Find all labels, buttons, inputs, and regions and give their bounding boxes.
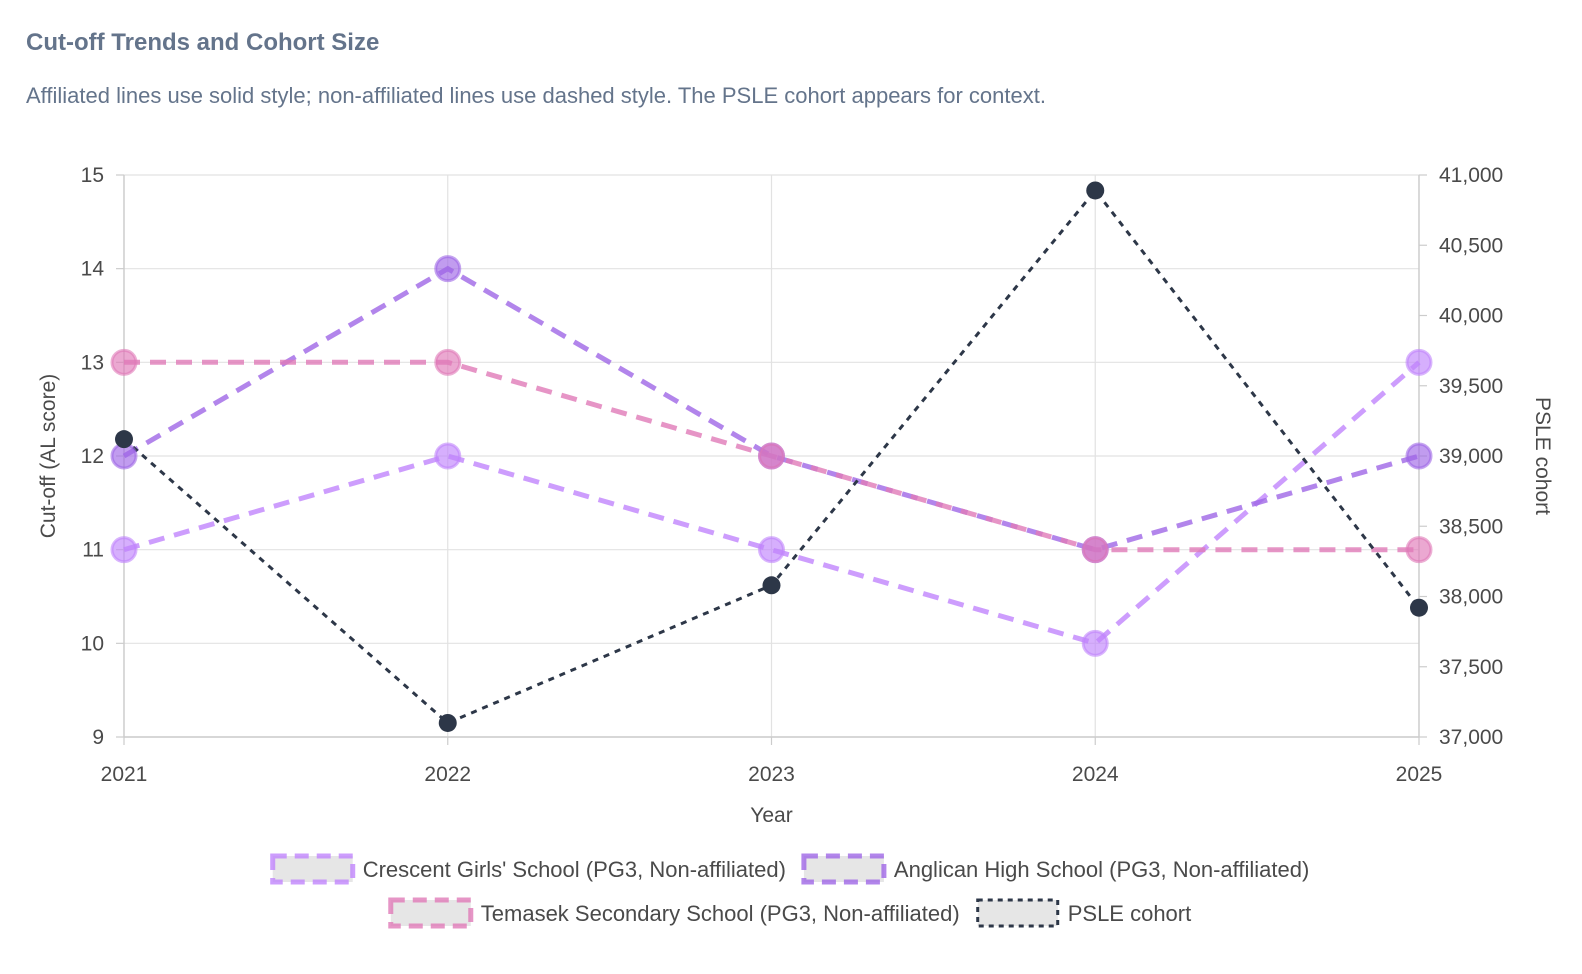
data-point <box>1410 598 1428 617</box>
y2-tick-label: 41,000 <box>1439 164 1503 187</box>
y2-tick-label: 40,000 <box>1439 305 1503 328</box>
data-point <box>1086 181 1105 200</box>
legend-label: Anglican High School (PG3, Non-affiliate… <box>894 857 1309 882</box>
y2-tick-label: 39,500 <box>1439 375 1503 398</box>
x-tick-label: 2022 <box>424 763 471 786</box>
y-tick-label: 15 <box>81 164 104 187</box>
y2-axis-title: PSLE cohort <box>1531 397 1554 515</box>
legend-swatch <box>388 897 474 929</box>
legend-item-temasek-secondary-school-pg3-non-affiliated: Temasek Secondary School (PG3, Non-affil… <box>388 897 960 929</box>
data-point <box>110 348 138 376</box>
data-point <box>438 713 457 732</box>
data-point <box>1081 536 1109 564</box>
y-tick-label: 11 <box>82 539 104 562</box>
data-point <box>434 442 462 470</box>
data-points <box>110 181 1433 732</box>
legend-label: Temasek Secondary School (PG3, Non-affil… <box>481 901 960 926</box>
legend-label: Crescent Girls' School (PG3, Non-affilia… <box>363 857 786 882</box>
data-point <box>434 255 462 283</box>
legend-label: PSLE cohort <box>1068 901 1192 926</box>
x-tick-label: 2023 <box>748 763 795 786</box>
data-point <box>434 348 462 376</box>
data-point <box>1405 348 1433 376</box>
y2-tick-label: 39,000 <box>1439 445 1503 468</box>
y-tick-label: 10 <box>81 632 104 655</box>
data-point <box>115 430 133 449</box>
legend: Crescent Girls' School (PG3, Non-affilia… <box>270 853 1309 929</box>
axes: 9 10 11 12 13 14 15 37,000 37,500 38,000 38,500 39,… <box>37 164 1554 827</box>
data-point <box>758 536 785 564</box>
x-tick-label: 2021 <box>101 763 148 786</box>
legend-item-crescent-girls-school-pg3-non-affiliated: Crescent Girls' School (PG3, Non-affilia… <box>270 853 786 885</box>
legend-swatch <box>976 898 1060 928</box>
chart-title: Cut-off Trends and Cohort Size <box>26 29 380 56</box>
x-tick-label: 2025 <box>1396 763 1443 786</box>
y2-tick-label: 40,500 <box>1439 234 1503 257</box>
chart-subtitle: Affiliated lines use solid style; non-af… <box>26 83 1046 108</box>
series-line-anglican-high-school-pg3-non-affiliated <box>122 265 1420 553</box>
data-point <box>110 536 138 564</box>
data-point <box>1081 629 1109 657</box>
data-point <box>762 576 781 595</box>
x-tick-label: 2024 <box>1072 763 1119 786</box>
data-point <box>1405 536 1433 564</box>
data-point <box>1405 442 1433 470</box>
x-axis-title: Year <box>750 804 792 827</box>
y2-tick-label: 38,500 <box>1439 515 1503 538</box>
y-tick-label: 13 <box>81 351 104 374</box>
y-tick-label: 9 <box>92 726 104 749</box>
y-tick-label: 14 <box>81 258 105 281</box>
legend-item-anglican-high-school-pg3-non-affiliated: Anglican High School (PG3, Non-affiliate… <box>801 853 1309 885</box>
y-tick-label: 12 <box>81 445 104 468</box>
y2-tick-label: 37,000 <box>1439 726 1503 749</box>
y2-tick-label: 37,500 <box>1439 656 1503 679</box>
y2-tick-label: 38,000 <box>1439 586 1503 609</box>
data-point <box>758 442 785 470</box>
legend-swatch <box>801 853 887 885</box>
legend-swatch <box>270 853 356 885</box>
y-axis-title: Cut-off (AL score) <box>37 374 60 539</box>
legend-item-psle-cohort: PSLE cohort <box>976 898 1192 928</box>
